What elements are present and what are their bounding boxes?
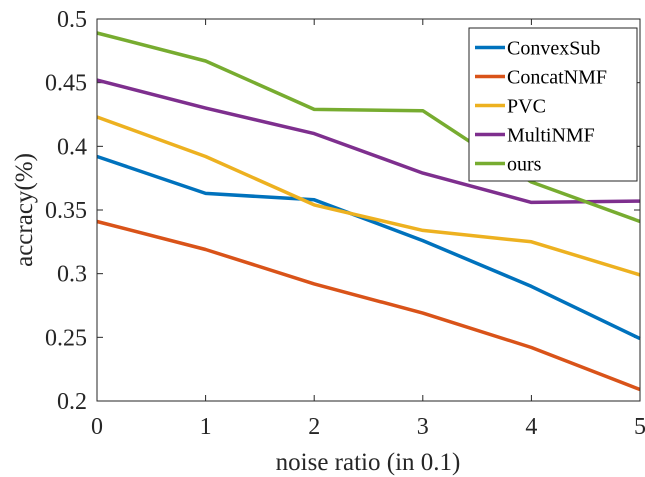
y-tick-label: 0.3 bbox=[57, 262, 87, 288]
series-line-ours bbox=[96, 31, 641, 224]
legend-label: PVC bbox=[507, 96, 546, 118]
x-tick-label: 0 bbox=[91, 414, 103, 440]
y-axis-title: accracy(%) bbox=[11, 153, 38, 267]
series-line-concatnmf bbox=[96, 219, 641, 392]
y-tick-label: 0.35 bbox=[45, 198, 87, 224]
x-tick-label: 3 bbox=[417, 414, 429, 440]
y-tick-label: 0.4 bbox=[57, 134, 87, 160]
x-tick-label: 4 bbox=[525, 414, 537, 440]
y-tick-label: 0.2 bbox=[57, 389, 87, 415]
y-tick-label: 0.45 bbox=[45, 71, 87, 97]
series-line-multinmf bbox=[96, 78, 641, 205]
x-axis-title: noise ratio (in 0.1) bbox=[276, 449, 461, 476]
series-line-convexsub bbox=[96, 154, 641, 341]
y-tick-label: 0.25 bbox=[45, 325, 87, 351]
x-tick-label: 1 bbox=[200, 414, 212, 440]
legend-label: MultiNMF bbox=[507, 125, 595, 147]
legend-label: ours bbox=[507, 154, 542, 176]
series-line-pvc bbox=[96, 115, 641, 277]
legend-label: ConvexSub bbox=[507, 38, 600, 60]
y-tick-label: 0.5 bbox=[57, 7, 87, 33]
legend-label: ConcatNMF bbox=[507, 67, 607, 89]
x-tick-label: 2 bbox=[308, 414, 320, 440]
plot-area-frame bbox=[96, 18, 641, 402]
series-lines bbox=[96, 31, 641, 392]
x-tick-label: 5 bbox=[634, 414, 645, 440]
x-tick-labels: 0 1 2 3 4 5 bbox=[91, 414, 645, 440]
legend: ConvexSub ConcatNMF PVC MultiNMF ours bbox=[468, 27, 638, 182]
y-tick-labels: 0.2 0.25 0.3 0.35 0.4 0.45 0.5 bbox=[45, 7, 87, 415]
